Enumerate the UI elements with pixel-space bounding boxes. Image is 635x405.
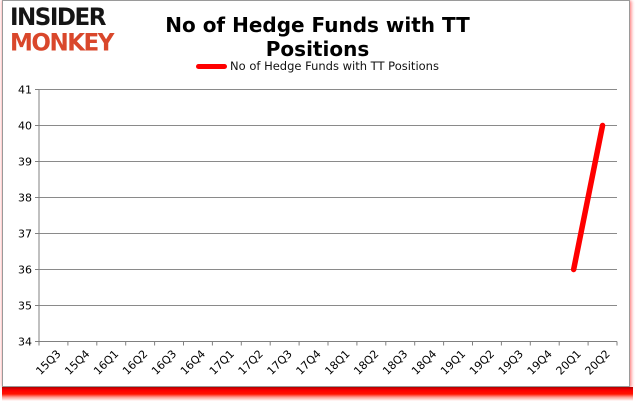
brand-logo: INSIDER MONKEY [10, 3, 114, 57]
chart-title: No of Hedge Funds with TT Positions [165, 13, 470, 61]
brand-logo-monkey: MONKEY [10, 29, 114, 57]
legend-label: No of Hedge Funds with TT Positions [230, 59, 439, 73]
bottom-accent-bar [2, 387, 633, 401]
card-border [2, 0, 630, 387]
legend: No of Hedge Funds with TT Positions [0, 59, 635, 73]
brand-logo-insider: INSIDER [10, 3, 106, 32]
legend-line-marker [196, 63, 228, 69]
